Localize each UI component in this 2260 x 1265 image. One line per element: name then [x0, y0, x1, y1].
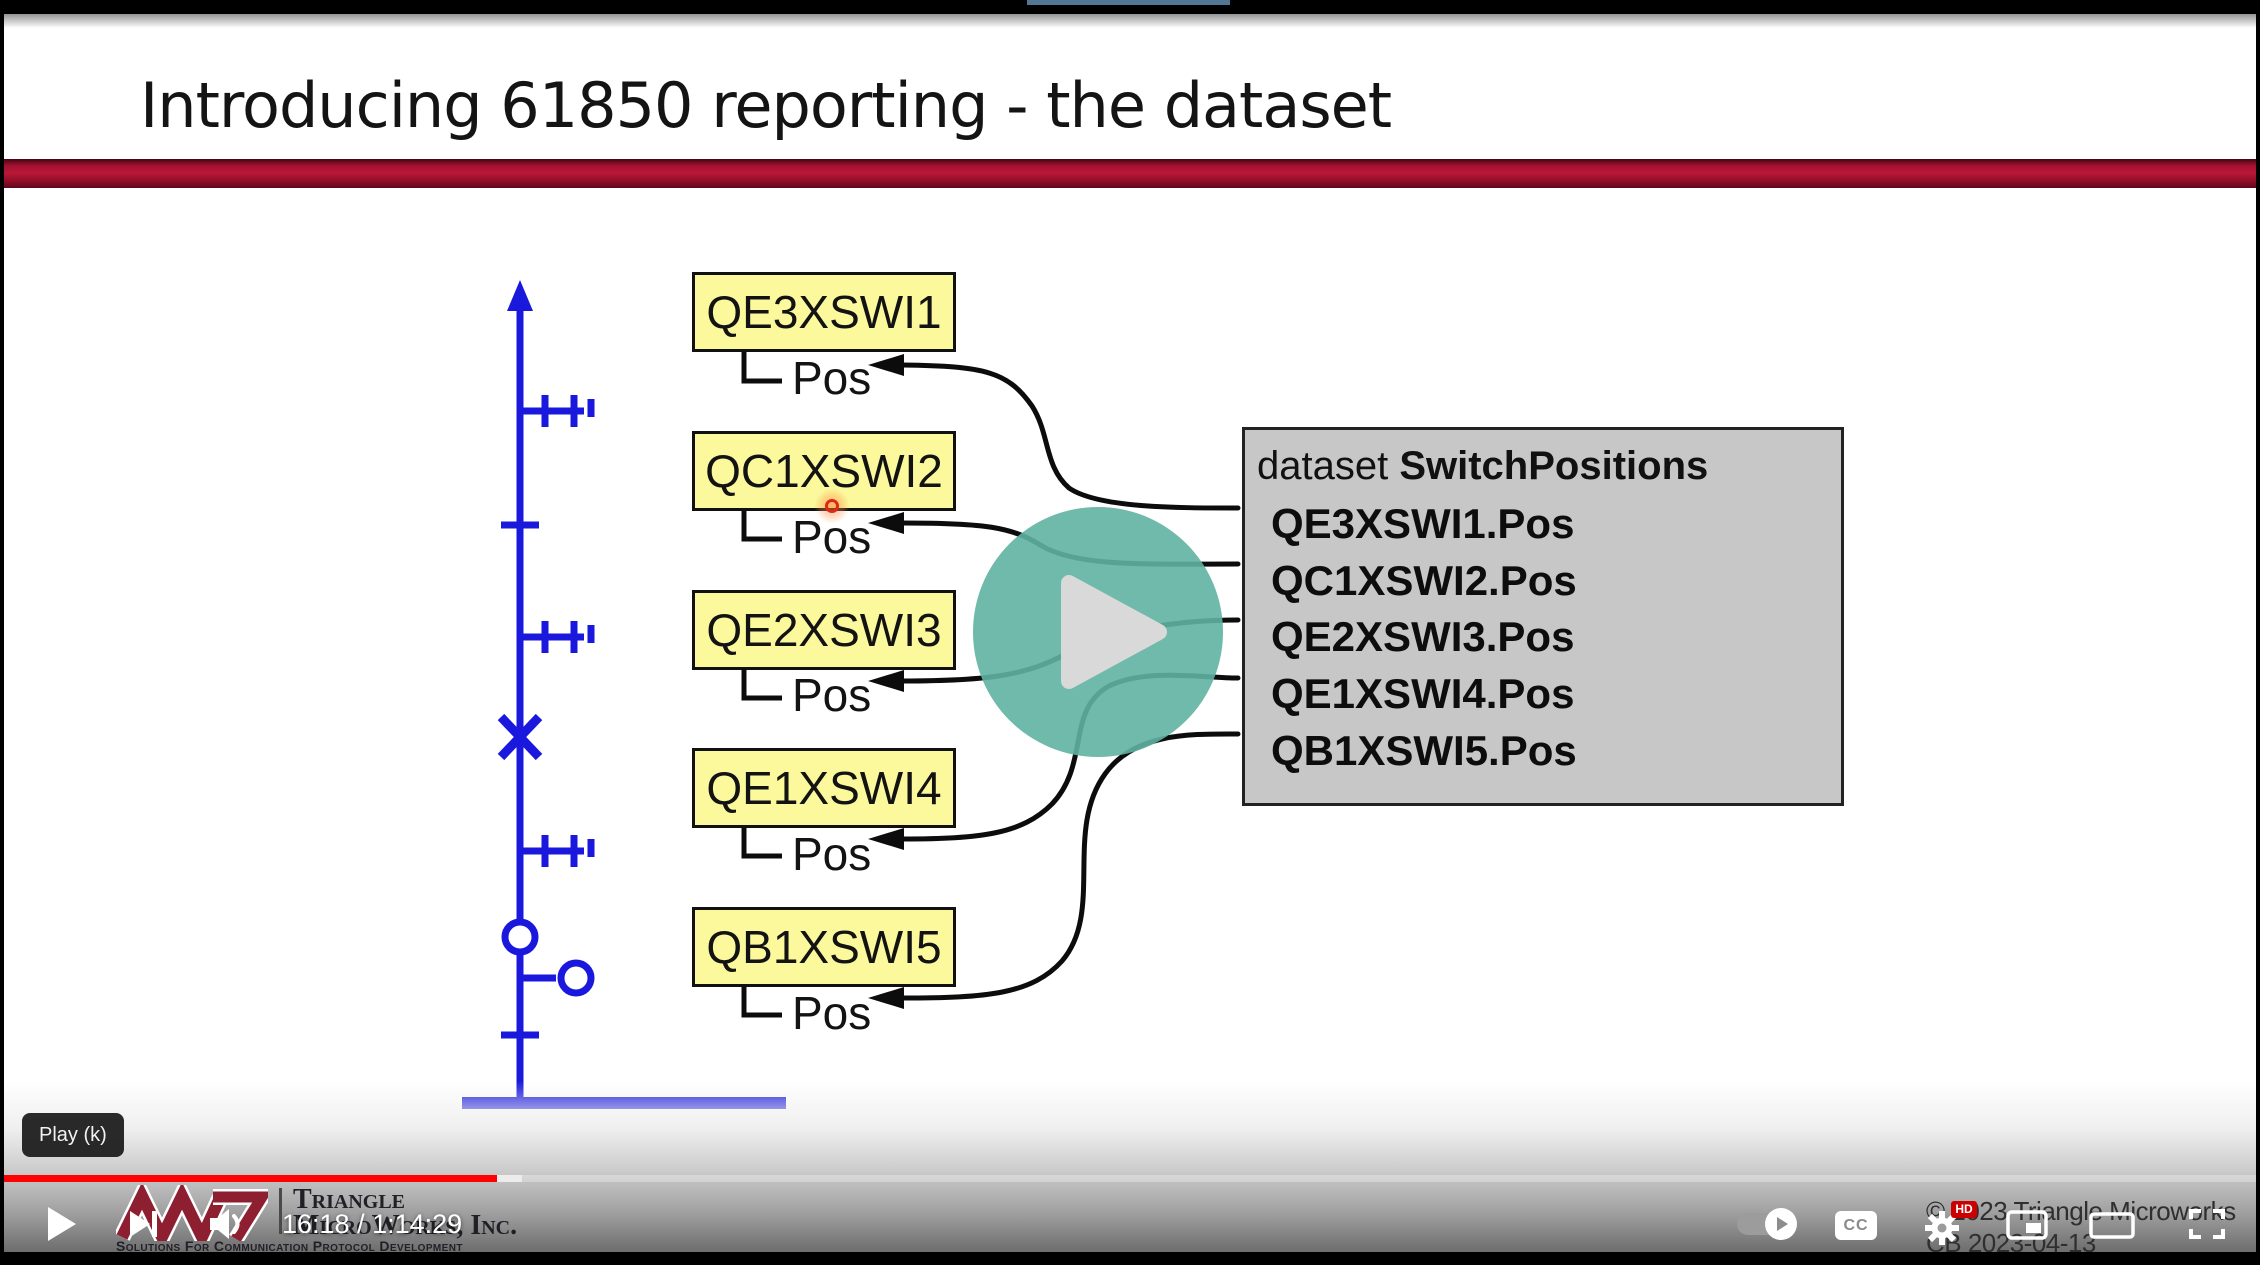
- dataset-member: QC1XSWI2.Pos: [1271, 557, 1577, 604]
- device-box-qe2xswi3: QE2XSWI3: [692, 590, 956, 670]
- progress-played: [4, 1175, 498, 1182]
- autoplay-toggle[interactable]: [1737, 1208, 1797, 1240]
- next-button[interactable]: [130, 1210, 162, 1238]
- arrow-up-icon: [507, 280, 533, 311]
- pos-label: Pos: [792, 352, 872, 404]
- triangle-microworks-logo: [116, 1185, 268, 1241]
- dataset-member: QE2XSWI3.Pos: [1271, 613, 1575, 660]
- time-display: 16:18 / 1:14:29: [282, 1209, 462, 1240]
- time-separator: /: [349, 1209, 373, 1239]
- slide-header-band: [0, 159, 2260, 188]
- bottom-black-strip: [0, 1252, 2260, 1265]
- dataset-member: QE3XSWI1.Pos: [1271, 500, 1575, 547]
- slide-title: Introducing 61850 reporting - the datase…: [140, 69, 1392, 142]
- theater-mode-button[interactable]: [2089, 1212, 2135, 1239]
- big-play-button[interactable]: [973, 507, 1223, 757]
- device-box-qb1xswi5: QB1XSWI5: [692, 907, 956, 987]
- device-box-qe3xswi1: QE3XSWI1: [692, 272, 956, 352]
- copyright-line1: © 2023 Triangle Microworks: [1926, 1196, 2236, 1226]
- autoplay-knob-play-icon: [1765, 1208, 1797, 1240]
- bottom-gradient: [0, 1081, 2260, 1252]
- dataset-prefix: dataset: [1257, 444, 1400, 488]
- pos-label: Pos: [792, 669, 872, 721]
- progress-bar[interactable]: [4, 1175, 2256, 1182]
- arrow-left-icons: [868, 354, 904, 1009]
- dataset-box: dataset SwitchPositions QE3XSWI1.Pos QC1…: [1242, 427, 1844, 806]
- node-circle: [501, 918, 539, 956]
- device-box-qc1xswi2: QC1XSWI2: [692, 431, 956, 511]
- top-bar-shadow: [0, 14, 2260, 28]
- play-icon: [1061, 575, 1167, 689]
- right-edge: [2256, 0, 2260, 1265]
- browser-tab-accent: [1027, 0, 1230, 5]
- device-label: QB1XSWI5: [706, 921, 942, 973]
- captions-button[interactable]: CC: [1835, 1211, 1877, 1240]
- video-frame[interactable]: Introducing 61850 reporting - the datase…: [0, 14, 2260, 1258]
- dataset-title: dataset SwitchPositions: [1257, 438, 1708, 494]
- laser-pointer-dot: [814, 488, 850, 524]
- brand-name-line2: MicroWorks, Inc.: [293, 1210, 518, 1241]
- play-button[interactable]: [48, 1207, 76, 1241]
- play-tooltip: Play (k): [22, 1113, 124, 1157]
- fullscreen-button[interactable]: [2189, 1209, 2225, 1239]
- duration: 1:14:29: [372, 1209, 463, 1239]
- dataset-name: SwitchPositions: [1399, 444, 1709, 488]
- device-label: QE3XSWI1: [706, 286, 942, 338]
- dataset-member: QE1XSWI4.Pos: [1271, 670, 1575, 717]
- hd-quality-badge: HD: [1951, 1201, 1977, 1218]
- dataset-member: QB1XSWI5.Pos: [1271, 727, 1577, 774]
- volume-button[interactable]: [208, 1207, 248, 1241]
- miniplayer-button[interactable]: [2006, 1210, 2048, 1240]
- logo-divider: [279, 1188, 282, 1234]
- brand-tagline: Solutions For Communication Protocol Dev…: [116, 1238, 463, 1254]
- device-box-qe1xswi4: QE1XSWI4: [692, 748, 956, 828]
- device-label: QE1XSWI4: [706, 762, 942, 814]
- pos-label: Pos: [792, 828, 872, 880]
- pos-label: Pos: [792, 987, 872, 1039]
- node-circle: [557, 959, 595, 997]
- window-top-bar: [0, 0, 2260, 14]
- current-time: 16:18: [282, 1209, 350, 1239]
- brand-name-line1: Triangle: [293, 1184, 406, 1215]
- device-label: QE2XSWI3: [706, 604, 942, 656]
- left-edge: [0, 0, 4, 1265]
- settings-button[interactable]: [1921, 1207, 1963, 1249]
